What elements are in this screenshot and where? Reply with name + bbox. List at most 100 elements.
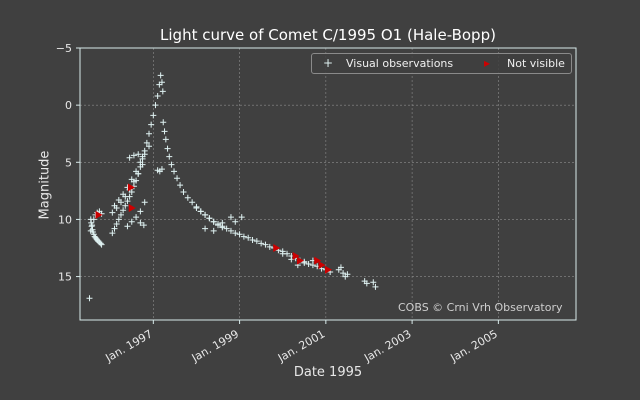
visual-observation-point [128, 218, 135, 225]
visual-observation-point [189, 199, 196, 206]
visual-observation-point [215, 222, 222, 229]
visual-observation-point [162, 136, 169, 143]
visual-observation-point [139, 161, 146, 168]
legend-visual-label: Visual observations [346, 57, 454, 70]
visual-observation-point [177, 182, 184, 189]
visual-observation-point [168, 161, 175, 168]
visual-observation-point [97, 240, 104, 247]
visual-observation-point [124, 223, 131, 230]
visual-observation-point [372, 283, 379, 290]
visual-observation-point [117, 199, 124, 206]
visual-observation-point [166, 153, 173, 160]
visual-observation-point [245, 234, 252, 241]
visual-observation-point [89, 222, 96, 229]
visual-observation-point [113, 221, 120, 227]
not-visible-point [95, 210, 103, 219]
visual-observation-point [157, 72, 164, 79]
visual-observation-point [258, 240, 265, 247]
visual-observation-point [98, 241, 105, 248]
visual-observation-point [135, 151, 142, 158]
visual-observation-point [86, 295, 93, 302]
x-tick-label: Jan. 1999 [189, 327, 241, 365]
not-visible-point [296, 256, 304, 265]
visual-observation-point [279, 250, 286, 257]
visual-observation-point [202, 225, 209, 232]
y-tick-label: −5 [56, 42, 72, 55]
visual-observation-point [232, 218, 239, 225]
visual-observation-point [249, 237, 256, 243]
legend-not-visible-label: Not visible [507, 57, 565, 70]
y-axis-label: Magnitude [37, 150, 53, 220]
visual-observation-point [115, 216, 122, 223]
x-tick-label: Jan. 2003 [361, 327, 413, 365]
visual-observation-point [227, 214, 234, 221]
visual-observation-point [363, 280, 370, 287]
chart-title: Light curve of Comet C/1995 O1 (Hale-Bop… [160, 26, 496, 44]
x-tick-label: Jan. 2005 [448, 327, 500, 365]
visual-observation-point [130, 152, 137, 159]
visual-observation-point [337, 264, 344, 271]
visual-observation-point [150, 112, 157, 119]
visual-observation-point [197, 208, 204, 215]
credit-text: COBS © Crni Vrh Observatory [398, 301, 563, 314]
visual-observation-point [171, 168, 178, 175]
visual-observation-point [344, 271, 351, 278]
not-visible-point [318, 261, 326, 270]
x-axis-label: Date 1995 [293, 365, 363, 380]
visual-observation-point [122, 193, 129, 200]
visual-observation-point [210, 218, 217, 225]
visual-observation-point [236, 231, 243, 238]
visual-observation-point [137, 219, 144, 226]
legend: + Visual observations ▸ Not visible [311, 53, 572, 74]
visual-observation-point [232, 230, 239, 237]
visual-observation-point [135, 170, 142, 177]
y-tick-label: 15 [58, 271, 72, 284]
x-tick-label: Jan. 2001 [275, 327, 327, 365]
visual-observation-point [109, 230, 116, 237]
visual-observation-point [152, 102, 159, 109]
visual-observation-point [253, 238, 260, 245]
visual-observation-point [161, 128, 168, 135]
not-visible-point [273, 244, 281, 252]
visual-observation-point [137, 208, 144, 215]
legend-visual-marker-icon: + [323, 56, 334, 70]
visual-observation-point [184, 194, 191, 201]
visual-observation-point [301, 258, 308, 265]
not-visible-point [292, 252, 300, 260]
visual-observation-point [340, 270, 347, 277]
visual-observation-point [90, 216, 97, 223]
not-visible-point [325, 265, 332, 274]
visual-observation-point [111, 225, 118, 232]
visual-observation-point [174, 175, 181, 182]
visual-observation-point [219, 219, 226, 226]
visual-observation-point [87, 227, 94, 234]
visual-observation-point [133, 214, 140, 221]
visual-observation-point [158, 79, 165, 86]
visual-observation-point [109, 209, 116, 216]
plot-frame [79, 47, 577, 321]
visual-observation-point [160, 119, 167, 126]
visual-observation-point [158, 166, 165, 173]
visual-observation-point [164, 145, 171, 152]
visual-observation-point [266, 243, 273, 250]
visual-observation-point [148, 121, 155, 128]
visual-observation-point [240, 233, 247, 240]
visual-observation-point [262, 241, 269, 248]
visual-observation-point [139, 153, 146, 160]
visual-observation-point [202, 211, 209, 218]
visual-observation-point [143, 139, 150, 146]
visual-observation-point [305, 261, 312, 267]
visual-observation-point [227, 227, 234, 234]
visual-observation-point [370, 279, 377, 286]
not-visible-point [128, 204, 136, 212]
visual-observation-point [120, 207, 127, 214]
visual-observation-point [193, 205, 200, 211]
visual-observation-point [223, 225, 230, 232]
visual-observation-point [159, 88, 166, 95]
visual-observation-point [210, 227, 217, 234]
visual-observation-point [238, 214, 245, 221]
visual-observation-point [126, 154, 133, 161]
visual-observation-point [146, 143, 153, 150]
